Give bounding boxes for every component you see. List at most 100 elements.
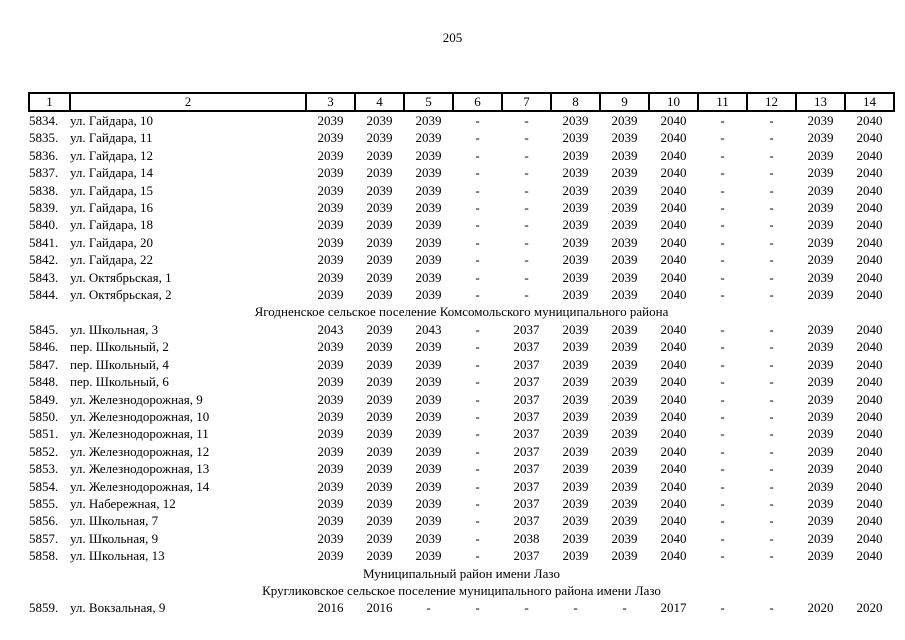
year-cell: - [720,234,725,250]
year-cell: 2039 [807,321,834,337]
section-header-label: Ягодненское сельское поселение Комсомоль… [254,304,669,320]
year-cell: 2039 [562,252,589,268]
year-cell: - [769,426,774,442]
year-cell: 2039 [366,147,393,163]
year-cell: 2040 [660,217,687,233]
year-cell: 2039 [366,443,393,459]
year-cell: 2039 [807,495,834,511]
column-header-6: 6 [452,92,503,112]
row-number: 5849. [29,391,59,407]
table-row: 5854. ул. Железнодорожная, 14 2039 2039 2039… [29,478,894,495]
year-cell: - [524,600,529,616]
table-row: 5836. ул. Гайдара, 12 2039 2039 2039 - - 2039 20… [29,147,894,164]
year-cell: 2040 [660,182,687,198]
year-cell: 2040 [660,374,687,390]
year-cell: 2037 [513,356,540,372]
year-cell: 2039 [611,356,638,372]
table-row: 5850. ул. Железнодорожная, 10 2039 2039 2039… [29,408,894,425]
year-cell: - [524,200,529,216]
year-cell: 2040 [660,548,687,564]
year-cell: - [720,356,725,372]
year-cell: 2039 [807,461,834,477]
row-number: 5857. [29,530,59,546]
year-cell: - [524,269,529,285]
address-cell: ул. Гайдара, 16 [70,200,153,216]
year-cell: - [475,356,480,372]
year-cell: - [475,478,480,494]
year-cell: - [524,287,529,303]
year-cell: 2039 [807,165,834,181]
row-number: 5855. [29,495,59,511]
year-cell: - [475,287,480,303]
table-row: 5858. ул. Школьная, 13 2039 2039 2039 - 2037 20… [29,547,894,564]
year-cell: 2039 [562,130,589,146]
table-row: 5844. ул. Октябрьская, 2 2039 2039 2039 - - 203… [29,286,894,303]
row-number: 5853. [29,461,59,477]
year-cell: - [720,600,725,616]
year-cell: 2039 [317,443,344,459]
table-body: 5834. ул. Гайдара, 10 2039 2039 2039- -2039 20… [29,111,894,617]
year-cell: 2039 [611,461,638,477]
year-cell: 2039 [415,252,442,268]
year-cell: - [769,530,774,546]
table-row: 5834. ул. Гайдара, 10 2039 2039 2039 - - 2039 20… [29,111,894,129]
year-cell: 2039 [366,495,393,511]
page-number: 205 [442,30,463,45]
address-cell: ул. Школьная, 9 [70,530,159,546]
table-row: 5840. ул. Гайдара, 18 2039 2039 2039 - - 2039 20… [29,216,894,233]
year-cell: - [769,495,774,511]
year-cell: - [475,113,480,128]
year-cell: - [720,339,725,355]
year-cell: 2040 [660,461,687,477]
year-cell: - [720,374,725,390]
year-cell: 2039 [611,217,638,233]
year-cell: 2039 [317,287,344,303]
year-cell: 2039 [562,321,589,337]
year-cell: 2039 [807,426,834,442]
column-header-3: 3 [305,92,356,112]
year-cell: 2039 [317,217,344,233]
year-cell: 2039 [562,374,589,390]
year-cell: - [769,374,774,390]
year-cell: 2039 [415,408,442,424]
year-cell: 2039 [317,478,344,494]
column-header-1: 1 [28,92,71,112]
year-cell: - [720,478,725,494]
year-cell: - [769,408,774,424]
year-cell: 2039 [317,408,344,424]
year-cell: - [475,147,480,163]
row-number: 5842. [29,252,59,268]
year-cell: 2039 [611,321,638,337]
address-cell: ул. Железнодорожная, 11 [70,426,209,442]
year-cell: 2039 [415,478,442,494]
year-cell: 2040 [660,200,687,216]
year-cell: 2039 [611,234,638,250]
table-row: 5852. ул. Железнодорожная, 12 2039 2039 2039… [29,443,894,460]
schedule-table: 1 2 3 4 5 6 7 8 9 10 11 12 13 14 5834. ул. Гайдара, 10… [28,92,895,617]
year-cell: - [720,548,725,564]
year-cell: - [769,356,774,372]
year-cell: 2040 [856,443,883,459]
section-header-row: Ягодненское сельское поселение Комсомоль… [29,303,894,320]
year-cell: 2039 [807,443,834,459]
year-cell: 2039 [807,374,834,390]
year-cell: 2040 [856,321,883,337]
year-cell: 2039 [562,113,589,128]
table-header: 1 2 3 4 5 6 7 8 9 10 11 12 13 14 [28,92,895,112]
row-number: 5852. [29,443,59,459]
year-cell: 2039 [807,513,834,529]
year-cell: 2039 [366,165,393,181]
table-row: 5835. ул. Гайдара, 11 2039 2039 2039 - - 2039 20… [29,129,894,146]
year-cell: 2039 [415,147,442,163]
address-cell: ул. Вокзальная, 9 [70,600,166,616]
year-cell: 2037 [513,391,540,407]
year-cell: - [720,287,725,303]
year-cell: 2039 [415,513,442,529]
year-cell: 2040 [856,461,883,477]
year-cell: 2040 [856,165,883,181]
year-cell: 2040 [660,321,687,337]
year-cell: 2039 [611,478,638,494]
row-number: 5844. [29,287,59,303]
section-header-row: Кругликовское сельское поселение муницип… [29,582,894,599]
year-cell: 2039 [807,356,834,372]
